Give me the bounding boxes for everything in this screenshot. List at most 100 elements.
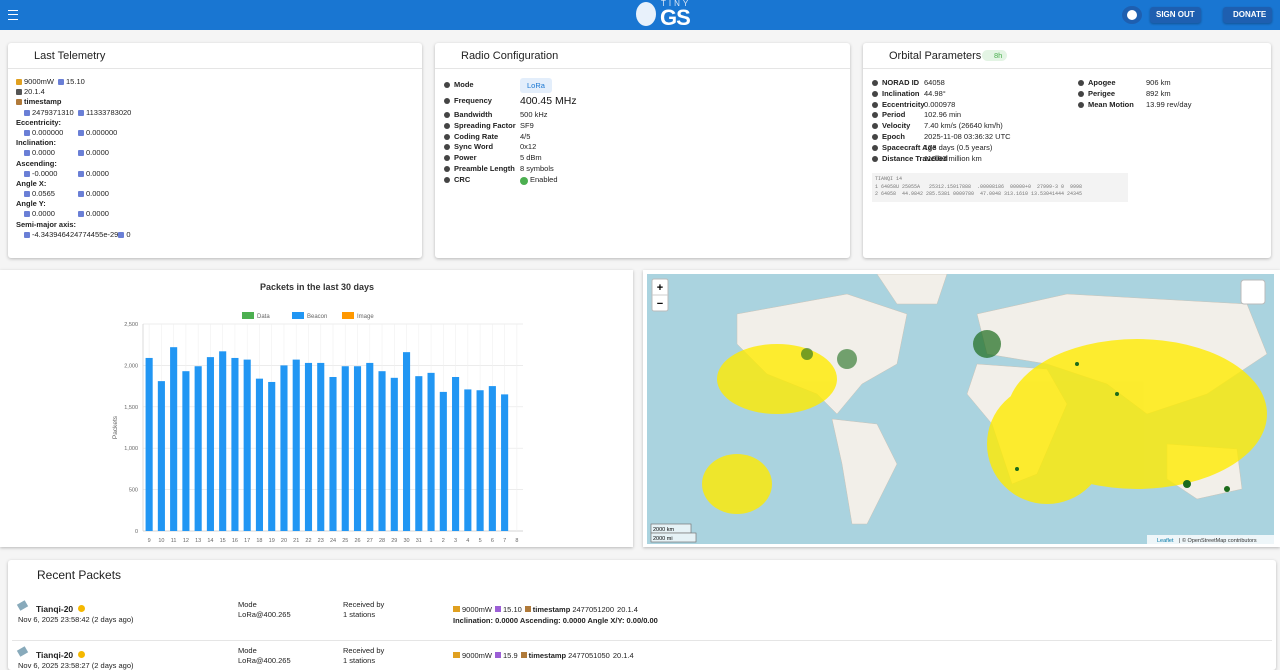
logo-top: TINY [661, 0, 692, 8]
bar [182, 371, 190, 531]
packet-telemetry: 9000mW 15.9 timestamp 2477051050 20.1.4 [453, 651, 634, 660]
config-label: Sync Word [454, 142, 494, 152]
x-tick-label: 23 [318, 538, 324, 544]
zoom-out[interactable]: − [657, 298, 663, 310]
bar [170, 347, 178, 531]
sun-icon [78, 605, 85, 612]
icon [444, 133, 450, 140]
bar [292, 359, 300, 531]
telemetry-value: 11333783020 [86, 107, 132, 117]
orbital-label: Mean Motion [1088, 99, 1134, 109]
icon [453, 652, 460, 658]
legend-swatch [342, 312, 354, 319]
card-title: Radio Configuration [461, 50, 559, 62]
sign-out-button[interactable]: SIGN OUT [1150, 7, 1201, 23]
telemetry-value: Ascending: [16, 158, 57, 168]
orbital-label: Inclination [882, 88, 920, 98]
uptime: 20.1.4 [612, 651, 634, 660]
orbital-value: 2025-11-08 03:36:32 UTC [924, 131, 1011, 141]
y-axis-label: Packets [112, 415, 119, 439]
x-tick-label: 31 [416, 538, 422, 544]
bar [464, 389, 472, 531]
x-tick-label: 9 [148, 538, 151, 544]
layers-button[interactable] [1240, 279, 1266, 305]
account-button[interactable] [1122, 6, 1142, 24]
config-label: Mode [454, 80, 474, 89]
bar [206, 357, 214, 531]
orbital-value: 44.98° [924, 88, 946, 98]
telemetry-line: Inclination: [16, 138, 156, 148]
icon [872, 123, 878, 130]
icon [58, 79, 65, 86]
map-card: + − 2000 km 2000 mi Leaflet | © OpenStre… [643, 270, 1280, 547]
x-tick-label: 29 [391, 538, 397, 544]
menu-button[interactable] [8, 10, 18, 20]
orbital-label: Velocity [882, 121, 911, 131]
timestamp-label: timestamp [528, 651, 567, 660]
orbital-value: 0.000978 [924, 99, 956, 109]
icon [24, 109, 30, 116]
x-tick-label: 15 [220, 538, 226, 544]
icon [495, 606, 502, 612]
icon [453, 606, 460, 612]
telemetry-value: 0.0000 [32, 209, 55, 219]
mode: LoRa@400.265 [238, 656, 291, 665]
telemetry-line: Angle Y: [16, 199, 156, 209]
config-row: Coding Rate 4/5 [444, 132, 824, 143]
config-label: Preamble Length [454, 163, 515, 173]
config-value: SF9 [520, 120, 534, 130]
x-tick-label: 12 [183, 538, 189, 544]
bar [390, 377, 398, 531]
telemetry-value: timestamp [24, 97, 62, 107]
telemetry-list: 9000mW 15.10 20.1.4 timestamp 2479371310 1133… [16, 77, 156, 240]
zoom-in[interactable]: + [657, 282, 663, 294]
bar [353, 366, 362, 531]
attribution: | © OpenStreetMap contributors [1179, 537, 1257, 544]
icon [24, 129, 30, 136]
telemetry-card: Last Telemetry 9000mW 15.10 20.1.4 timestam… [8, 43, 422, 258]
telemetry-line: Semi-major axis: [16, 220, 156, 230]
coverage [702, 339, 1267, 514]
mode-label: Mode [238, 600, 257, 609]
y-tick-label: 2,000 [124, 363, 138, 369]
config-label: Power [454, 153, 477, 163]
config-row: Power 5 dBm [444, 153, 824, 164]
packet-row: Tianqi-20 Nov 6, 2025 23:58:42 (2 days ag… [12, 595, 1272, 640]
orbital-label: Distance Travelled [882, 153, 948, 163]
bar [304, 362, 313, 531]
packet-list: Tianqi-20 Nov 6, 2025 23:58:42 (2 days ag… [12, 595, 1272, 670]
icon [1078, 90, 1084, 97]
orbital-row: Mean Motion 13.99 rev/day [1078, 100, 1258, 111]
uptime: 20.1.4 [617, 605, 638, 614]
bar [268, 381, 276, 531]
timestamp-label: timestamp [532, 605, 571, 614]
icon [872, 80, 878, 86]
config-value: 5 dBm [520, 153, 542, 163]
x-tick-label: 1 [430, 538, 433, 544]
icon [24, 170, 30, 177]
orbital-row: Perigee 892 km [1078, 89, 1258, 100]
received-label: Received by [343, 646, 385, 655]
y-tick-label: 2,500 [124, 322, 138, 328]
x-tick-label: 16 [232, 538, 238, 544]
received-label: Received by [343, 600, 385, 609]
bar [378, 371, 386, 531]
orbital-value: 102.96 min [924, 110, 962, 120]
icon [872, 144, 878, 151]
x-tick-label: 7 [503, 538, 506, 544]
telemetry-line: 0.0000 0.0000 [16, 209, 156, 219]
orbital-row: Spacecraft Age 173 days (0.5 years) [872, 143, 1072, 154]
telemetry-value: 0.0000 [32, 148, 55, 158]
donate-button[interactable]: DONATE [1223, 7, 1273, 23]
telemetry-value: 9000mW [24, 77, 55, 86]
icon [444, 144, 450, 151]
y-tick-label: 0 [135, 529, 138, 535]
y-tick-label: 1,000 [124, 446, 138, 452]
x-tick-label: 8 [515, 538, 518, 544]
packet-date: Nov 6, 2025 23:58:42 (2 days ago) [18, 615, 134, 624]
tle-box: TIANQI 14 1 64058U 25055A 25312.15017888 … [872, 173, 1128, 202]
leaflet-link[interactable]: Leaflet [1157, 538, 1174, 544]
telemetry-value: Eccentricity: [16, 117, 62, 127]
bar [452, 376, 460, 531]
config-label: Spreading Factor [454, 120, 516, 130]
